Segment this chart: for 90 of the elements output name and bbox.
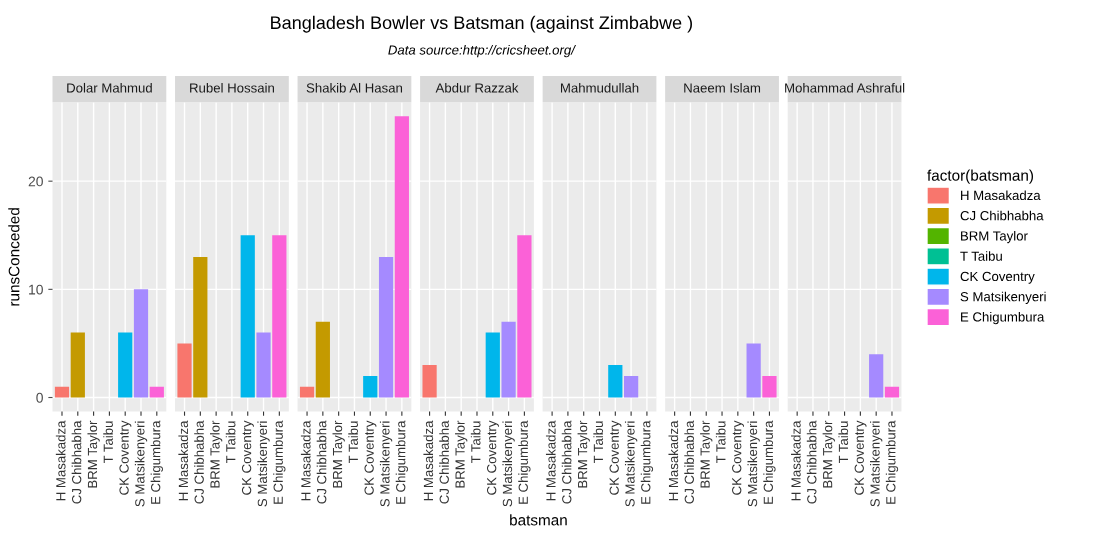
bar — [118, 332, 133, 398]
chart-title: Shakib Al Hasan — [306, 82, 403, 93]
x-tick-label: S Matsikenyeri — [502, 421, 515, 507]
x-tick-label: T Taibu — [348, 421, 358, 464]
x-tick-label: H Masakadza — [300, 420, 311, 501]
x-tick-label: T Taibu — [470, 421, 481, 464]
x-tick-label: CJ Chibhabha — [194, 420, 204, 504]
x-tick-label: BRM Taylor — [87, 420, 100, 488]
x-tick-label: S Matsikenyeri — [870, 421, 883, 507]
bar — [193, 256, 208, 398]
x-tick-label: CK Coventry — [241, 420, 254, 495]
x-tick-label: BRM Taylor — [822, 420, 835, 488]
x-tick-label: T Taibu — [715, 421, 726, 464]
x-tick-label: CK Coventry — [609, 420, 622, 495]
bar — [517, 235, 532, 398]
legend-label: CK Coventry — [960, 271, 1035, 284]
y-tick-label: 20 — [28, 176, 43, 187]
x-tick-label: H Masakadza — [668, 420, 679, 501]
bar — [70, 332, 85, 398]
x-tick-label: H Masakadza — [55, 420, 66, 501]
bar — [315, 321, 330, 398]
bar — [422, 365, 437, 398]
x-tick-label: BRM Taylor — [209, 420, 223, 488]
bar — [363, 375, 378, 398]
bar — [501, 321, 516, 398]
x-tick-label: E Chigumbura — [150, 420, 163, 504]
y-tick-label: 0 — [36, 392, 43, 403]
legend-label: CJ Chibhabha — [960, 210, 1044, 221]
x-tick-label: T Taibu — [593, 421, 604, 464]
x-tick-label: BRM Taylor — [332, 420, 345, 488]
y-tick-label: 10 — [29, 284, 43, 295]
x-axis-title: batsman — [510, 514, 567, 526]
x-tick-label: CK Coventry — [486, 420, 499, 495]
x-tick-label: CK Coventry — [119, 420, 132, 495]
x-tick-label: CJ Chibhabha — [316, 420, 327, 504]
x-tick-label: H Masakadza — [545, 420, 556, 501]
x-tick-label: T Taibu — [838, 421, 849, 464]
chart-title: Mahmudullah — [560, 82, 639, 93]
bar — [240, 235, 255, 398]
x-tick-label: CJ Chibhabha — [684, 420, 694, 504]
x-tick-label: S Matsikenyeri — [257, 421, 270, 507]
chart-title: Mohammad Ashraful — [785, 82, 905, 93]
x-tick-label: H Masakadza — [178, 420, 189, 501]
source-note: Data source:http://cricsheet.org/ — [388, 44, 576, 58]
x-tick-label: CK Coventry — [732, 420, 744, 495]
x-tick-label: E Chigumbura — [640, 420, 654, 504]
bar — [133, 289, 149, 398]
x-tick-label: BRM Taylor — [577, 420, 590, 488]
bar — [299, 386, 315, 398]
bar — [177, 343, 192, 398]
y-axis-title: runsConceded — [8, 208, 20, 306]
x-tick-label: T Taibu — [103, 421, 113, 464]
x-tick-label: E Chigumbura — [395, 420, 409, 504]
x-tick-label: S Matsikenyeri — [134, 421, 148, 507]
bar — [485, 332, 500, 398]
legend-label: BRM Taylor — [961, 230, 1028, 244]
x-tick-label: E Chigumbura — [763, 420, 776, 504]
legend-label: H Masakadza — [961, 190, 1041, 201]
x-tick-label: E Chigumbura — [885, 420, 899, 504]
x-tick-label: CJ Chibhabha — [561, 420, 572, 504]
x-tick-label: BRM Taylor — [700, 420, 713, 488]
legend-label: T Taibu — [960, 251, 1002, 261]
chart-title: Dolar Mahmud — [67, 82, 152, 93]
x-tick-label: CJ Chibhabha — [806, 420, 817, 504]
x-tick-label: H Masakadza — [423, 420, 434, 501]
legend-label: S Matsikenyeri — [960, 291, 1046, 304]
text: Bangladesh Bowler vs Batsman (against Zimbabwe ) — [271, 15, 692, 33]
x-tick-label: S Matsikenyeri — [379, 421, 393, 507]
x-tick-label: S Matsikenyeri — [747, 421, 760, 507]
bar — [272, 235, 287, 398]
x-tick-label: E Chigumbura — [273, 420, 286, 504]
bar — [54, 386, 70, 398]
x-tick-label: S Matsikenyeri — [624, 421, 638, 507]
chart-title: Abdur Razzak — [435, 82, 519, 93]
x-tick-label: E Chigumbura — [518, 420, 531, 504]
chart-title: Naeem Islam — [684, 82, 761, 93]
chart-title: Rubel Hossain — [190, 82, 274, 93]
x-tick-label: H Masakadza — [791, 420, 801, 501]
x-tick-label: CJ Chibhabha — [71, 420, 82, 504]
bar — [394, 116, 409, 398]
x-tick-label: CK Coventry — [854, 420, 867, 495]
legend-title: factor(batsman) — [927, 169, 1034, 184]
x-tick-label: BRM Taylor — [455, 420, 468, 488]
bar — [378, 256, 394, 398]
bar — [149, 386, 164, 398]
x-tick-label: CJ Chibhabha — [439, 420, 449, 504]
x-tick-label: CK Coventry — [364, 420, 377, 495]
x-tick-label: T Taibu — [225, 421, 236, 464]
bar — [256, 332, 271, 398]
legend-label: E Chigumbura — [961, 311, 1045, 325]
